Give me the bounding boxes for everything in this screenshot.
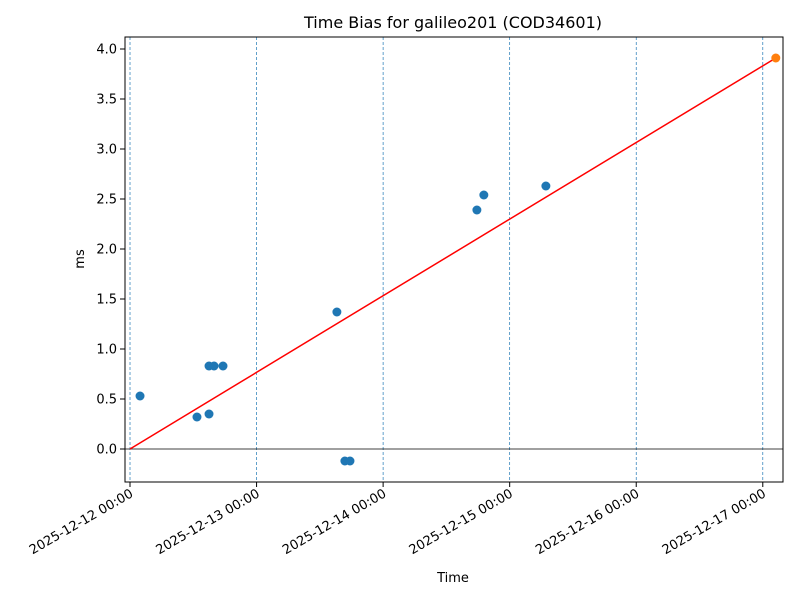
plot-frame (124, 36, 784, 483)
y-tick-label: 4.0 (96, 43, 117, 58)
point (204, 409, 214, 419)
point (218, 361, 228, 371)
x-tick-label: 2025-12-16 00:00 (533, 486, 642, 558)
x-tick-label: 2025-12-17 00:00 (660, 486, 769, 558)
y-tick-label: 1.5 (96, 293, 117, 308)
point (135, 391, 145, 401)
point (541, 181, 551, 191)
point (345, 456, 355, 466)
y-tick-label: 1.0 (96, 343, 117, 358)
x-tick-label: 2025-12-14 00:00 (280, 486, 389, 558)
x-tick-label: 2025-12-12 00:00 (27, 486, 136, 558)
y-tick-label: 0.5 (96, 393, 117, 408)
point (192, 412, 202, 422)
point (479, 190, 489, 200)
y-tick-label: 2.5 (96, 193, 117, 208)
point (332, 307, 342, 317)
chart-title: Time Bias for galileo201 (COD34601) (303, 13, 602, 32)
y-tick-label: 2.0 (96, 243, 117, 258)
y-tick-label: 3.0 (96, 143, 117, 158)
trend-line (129, 57, 777, 450)
point (472, 205, 482, 215)
y-tick-label: 3.5 (96, 93, 117, 108)
y-tick-label: 0.0 (96, 443, 117, 458)
point (771, 53, 781, 63)
point (209, 361, 219, 371)
y-axis-label: ms (73, 249, 88, 269)
x-tick-label: 2025-12-13 00:00 (154, 486, 263, 558)
x-axis-label: Time (436, 571, 469, 586)
x-tick-label: 2025-12-15 00:00 (407, 486, 516, 558)
